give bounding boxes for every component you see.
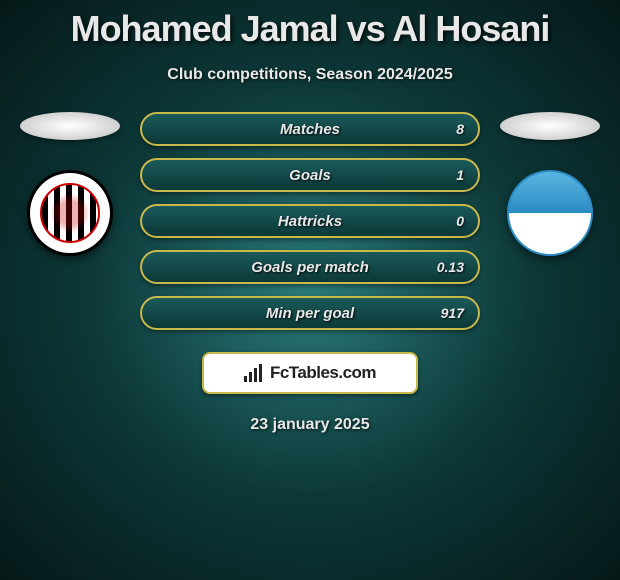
stat-label: Goals xyxy=(142,167,478,184)
stat-row-matches: Matches 8 xyxy=(140,112,480,146)
date-text: 23 january 2025 xyxy=(0,416,620,434)
page-title: Mohamed Jamal vs Al Hosani xyxy=(0,0,620,50)
stat-label: Hattricks xyxy=(142,213,478,230)
left-player-col xyxy=(20,112,120,256)
right-club-badge xyxy=(507,170,593,256)
stat-label: Goals per match xyxy=(142,259,478,276)
stat-value-right: 0 xyxy=(456,213,464,229)
stat-value-right: 8 xyxy=(456,121,464,137)
right-player-col xyxy=(500,112,600,256)
stat-label: Min per goal xyxy=(142,305,478,322)
al-jazira-icon xyxy=(40,183,100,243)
brand-badge[interactable]: FcTables.com xyxy=(202,352,418,394)
left-club-badge xyxy=(27,170,113,256)
bar-chart-icon xyxy=(244,364,264,382)
stat-label: Matches xyxy=(142,121,478,138)
stat-value-right: 1 xyxy=(456,167,464,183)
stat-row-goals-per-match: Goals per match 0.13 xyxy=(140,250,480,284)
stat-row-min-per-goal: Min per goal 917 xyxy=(140,296,480,330)
left-player-marker xyxy=(20,112,120,140)
brand-text: FcTables.com xyxy=(270,363,376,383)
right-player-marker xyxy=(500,112,600,140)
comparison-row: Matches 8 Goals 1 Hattricks 0 Goals per … xyxy=(0,112,620,330)
stat-row-hattricks: Hattricks 0 xyxy=(140,204,480,238)
stat-value-right: 917 xyxy=(441,305,464,321)
stat-row-goals: Goals 1 xyxy=(140,158,480,192)
subtitle: Club competitions, Season 2024/2025 xyxy=(0,66,620,84)
stats-column: Matches 8 Goals 1 Hattricks 0 Goals per … xyxy=(140,112,480,330)
stat-value-right: 0.13 xyxy=(437,259,464,275)
